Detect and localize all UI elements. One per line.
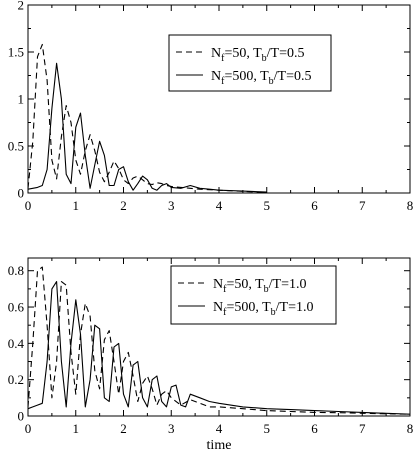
legend: Nf=50, Tb/T=0.5 Nf=500, Tb/T=0.5	[168, 34, 332, 92]
legend-label-2: Nf=500, Tb/T=0.5	[211, 69, 312, 87]
x-tick-label: 3	[168, 421, 175, 436]
y-tick-label: 1.5	[8, 45, 24, 60]
x-tick-label: 5	[264, 198, 271, 213]
panel-bottom: 0 1 2 3 4 5 6 7 800.20.40.60.8Nf=50, Tb/T=1.0Nf=…	[8, 257, 414, 453]
x-tick-label: 3	[168, 198, 175, 213]
x-tick-label: 1	[73, 421, 80, 436]
y-tick-label: 1	[18, 92, 25, 107]
legend-box	[170, 265, 337, 325]
series-line-1	[27, 266, 411, 415]
x-tick-label: 6	[311, 198, 318, 213]
y-tick-label: 2	[18, 0, 25, 13]
x-tick-label: 1	[73, 198, 80, 213]
panel-top: 0 1 2 3 4 5 6 7 8 0 0.5 1 1.5 2 Nf=50, Tb/T=0.5 Nf=500,…	[8, 0, 414, 213]
x-tick-label: 5	[264, 421, 271, 436]
plot-frame	[27, 4, 411, 194]
series-line-2	[27, 62, 267, 193]
legend-box	[168, 34, 332, 92]
y-tick-label: 0.6	[8, 300, 25, 315]
x-tick-label: 7	[359, 421, 366, 436]
series-line-2	[27, 281, 411, 415]
x-tick-label: 4	[216, 198, 223, 213]
legend-label-2: Nf=500, Tb/T=1.0	[213, 300, 314, 318]
legend-label-1: Nf=50, Tb/T=1.0	[213, 277, 307, 295]
y-tick-label: 0	[18, 409, 25, 424]
x-tick-label: 0	[25, 421, 32, 436]
x-tick-label: 4	[216, 421, 223, 436]
x-tick-label: 0	[25, 198, 32, 213]
y-tick-label: 0.2	[8, 372, 24, 387]
x-tick-label: 8	[407, 198, 414, 213]
x-tick-label: 6	[311, 421, 318, 436]
y-tick-label: 0.5	[8, 139, 24, 154]
y-tick-label: 0.8	[8, 263, 24, 278]
y-tick-label: 0.4	[8, 336, 25, 351]
x-tick-label: 8	[407, 421, 414, 436]
x-axis-label: time	[207, 438, 232, 453]
x-tick-label: 2	[120, 198, 127, 213]
x-tick-label: 2	[120, 421, 127, 436]
x-tick-label: 7	[359, 198, 366, 213]
legend-label-1: Nf=50, Tb/T=0.5	[211, 46, 305, 64]
legend: Nf=50, Tb/T=1.0 Nf=500, Tb/T=1.0	[170, 265, 337, 325]
y-tick-label: 0	[18, 186, 25, 201]
